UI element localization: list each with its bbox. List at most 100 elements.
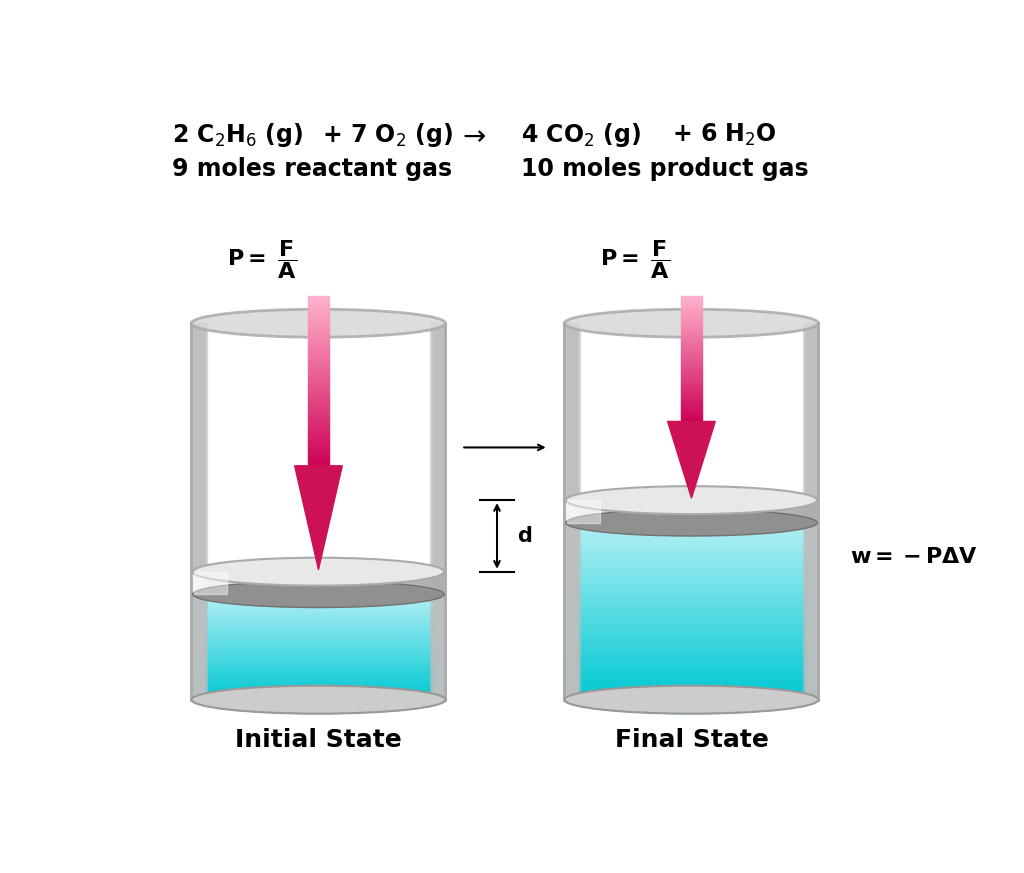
Polygon shape [681,337,701,340]
Bar [805,323,818,699]
Bar [191,323,200,699]
Polygon shape [308,444,329,449]
Bar [564,573,818,576]
Bar [331,572,344,595]
Bar [243,572,256,595]
Polygon shape [681,306,701,309]
Text: $\mathbf{w = -P\Delta V}$: $\mathbf{w = -P\Delta V}$ [850,546,978,567]
Polygon shape [308,377,329,382]
Polygon shape [567,500,600,523]
Bar [433,323,445,699]
Polygon shape [308,343,329,347]
Text: 2 C$_2$H$_6$ (g): 2 C$_2$H$_6$ (g) [172,121,303,149]
Bar [191,636,445,638]
Polygon shape [681,387,701,390]
Bar [191,323,206,699]
Bar [191,617,445,620]
Bar [564,636,818,640]
Bar [394,572,407,595]
Bar [191,323,202,699]
Bar [564,540,818,544]
Bar [564,601,818,604]
Bar [191,638,445,641]
Bar [564,597,818,601]
Polygon shape [681,299,701,303]
Ellipse shape [565,510,817,536]
Bar [191,626,445,628]
Bar [808,323,818,699]
Bar [218,572,230,595]
Bar [191,698,445,699]
Bar [564,323,575,699]
Bar [191,656,445,657]
Bar [438,323,445,699]
Bar [564,523,818,526]
Bar [564,590,818,594]
Bar [306,572,318,595]
Bar [191,323,207,699]
Polygon shape [308,419,329,423]
Bar [564,568,818,573]
Bar [191,657,445,660]
Text: d: d [517,526,531,546]
Bar [268,572,281,595]
Bar [191,323,204,699]
Bar [564,323,573,699]
Bar [407,572,419,595]
Polygon shape [681,343,701,347]
Bar [437,323,445,699]
Polygon shape [308,410,329,415]
Bar [191,602,445,605]
Polygon shape [295,466,342,570]
Polygon shape [681,409,701,412]
Polygon shape [308,330,329,334]
Polygon shape [681,418,701,422]
Bar [564,544,818,547]
Text: + 6 H$_2$O: + 6 H$_2$O [672,122,776,148]
Bar [432,323,445,699]
Polygon shape [308,407,329,410]
Bar [705,500,717,523]
Polygon shape [308,432,329,436]
Polygon shape [681,356,701,359]
Bar [419,572,431,595]
Bar [564,682,818,685]
Polygon shape [308,339,329,343]
Ellipse shape [564,309,818,337]
Bar [206,572,218,595]
Bar [564,547,818,551]
Bar [191,653,445,656]
Text: 9 moles reactant gas: 9 moles reactant gas [172,156,452,181]
Bar [436,323,445,699]
Bar [564,668,818,671]
Bar [191,613,445,615]
Polygon shape [308,326,329,330]
Polygon shape [681,371,701,375]
Polygon shape [681,331,701,333]
Bar [564,622,818,625]
Polygon shape [681,381,701,384]
Text: Final State: Final State [614,728,768,752]
Text: + 7 O$_2$ (g): + 7 O$_2$ (g) [323,121,454,149]
Bar [191,323,205,699]
Bar [191,620,445,622]
Bar [431,323,445,699]
Polygon shape [308,352,329,355]
Bar [811,323,818,699]
Polygon shape [308,313,329,318]
Bar [191,323,202,699]
Bar [191,681,445,683]
Bar [812,323,818,699]
Bar [806,323,818,699]
Bar [437,323,445,699]
Bar [564,533,818,537]
Bar [230,572,243,595]
Polygon shape [308,398,329,402]
Bar [191,696,445,698]
Polygon shape [681,375,701,378]
Polygon shape [681,327,701,331]
Bar [564,615,818,618]
Bar [191,662,445,663]
Bar [191,605,445,607]
Bar [564,530,818,533]
